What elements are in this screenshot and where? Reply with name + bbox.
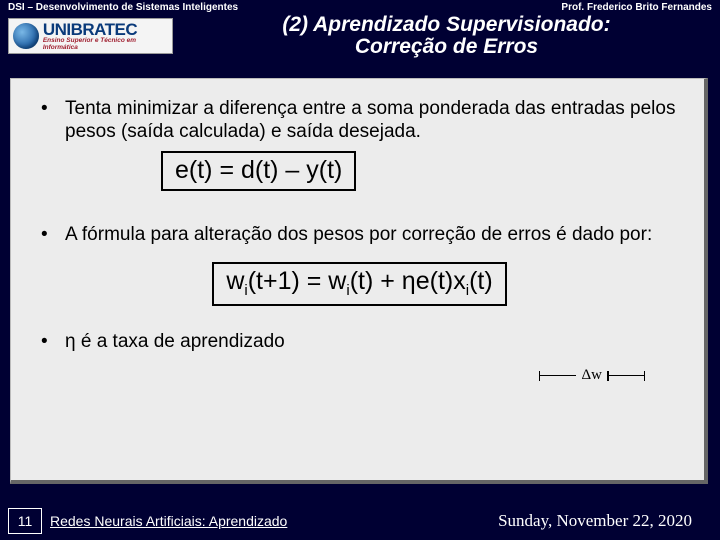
logo-text: UNIBRATEC Ensino Superior e Técnico em I… (43, 21, 172, 51)
globe-icon (13, 23, 39, 49)
bullet-dot-icon: • (41, 223, 65, 246)
bullet-dot-icon: • (41, 97, 65, 143)
slide-title: (2) Aprendizado Supervisionado: Correção… (181, 13, 712, 59)
formula-2-wrap: wi(t+1) = wi(t) + ηe(t)xi(t) (41, 256, 678, 324)
logo-box: UNIBRATEC Ensino Superior e Técnico em I… (8, 18, 173, 54)
f2-part: (t) + ηe(t)x (350, 267, 466, 295)
professor-label: Prof. Frederico Brito Fernandes (561, 2, 712, 13)
footer-topic: Redes Neurais Artificiais: Aprendizado (50, 513, 287, 529)
formula-2: wi(t+1) = wi(t) + ηe(t)xi(t) (212, 262, 506, 306)
bullet-1: • Tenta minimizar a diferença entre a so… (41, 97, 678, 143)
footer-date: Sunday, November 22, 2020 (498, 511, 712, 531)
bullet-3: • η é a taxa de aprendizado (41, 330, 678, 353)
title-line-1: (2) Aprendizado Supervisionado: (181, 13, 712, 37)
delta-w-label: Δw (580, 367, 604, 384)
logo-sub-text: Ensino Superior e Técnico em Informática (43, 38, 172, 51)
footer-bar: 11 Redes Neurais Artificiais: Aprendizad… (0, 502, 720, 540)
f2-part: (t) (469, 267, 493, 295)
bullet-dot-icon: • (41, 330, 65, 353)
bracket-right-icon (608, 375, 644, 376)
bracket-left-icon (540, 375, 576, 376)
course-label: DSI – Desenvolvimento de Sistemas Inteli… (8, 2, 238, 13)
top-bar: DSI – Desenvolvimento de Sistemas Inteli… (0, 0, 720, 13)
f2-part: w (226, 267, 244, 295)
logo-main-text: UNIBRATEC (43, 21, 172, 38)
bullet-2-text: A fórmula para alteração dos pesos por c… (65, 223, 678, 246)
formula-1-wrap: e(t) = d(t) – y(t) (41, 145, 678, 209)
slide-container: DSI – Desenvolvimento de Sistemas Inteli… (0, 0, 720, 540)
row-3: • η é a taxa de aprendizado (41, 324, 678, 359)
bullet-2: • A fórmula para alteração dos pesos por… (41, 223, 678, 246)
f2-part: (t+1) = w (248, 267, 347, 295)
bullet-3-text: η é a taxa de aprendizado (65, 330, 678, 353)
content-panel: • Tenta minimizar a diferença entre a so… (10, 78, 708, 484)
page-number: 11 (8, 508, 42, 534)
title-line-2: Correção de Erros (181, 35, 712, 59)
formula-1: e(t) = d(t) – y(t) (161, 151, 356, 191)
bullet-1-text: Tenta minimizar a diferença entre a soma… (65, 97, 678, 143)
header-row: UNIBRATEC Ensino Superior e Técnico em I… (0, 13, 720, 61)
delta-w-bracket: Δw (540, 367, 644, 384)
